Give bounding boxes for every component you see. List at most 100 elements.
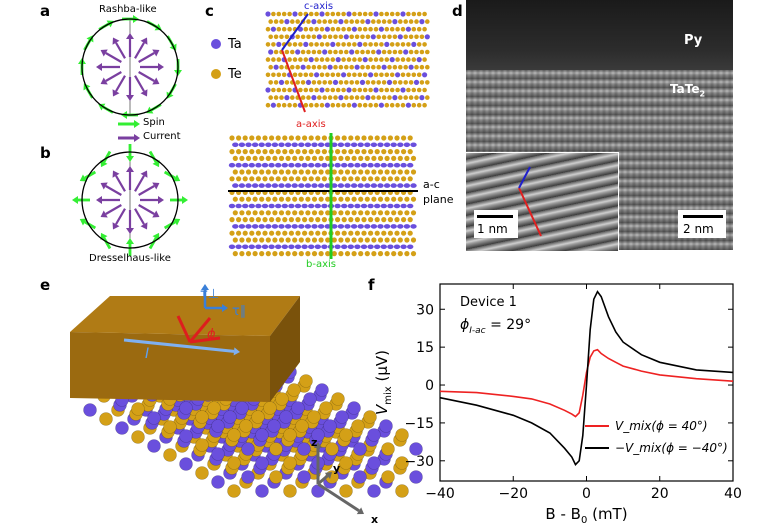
te-atom: [288, 176, 294, 182]
te-atom: [407, 176, 413, 182]
te-atom: [330, 11, 336, 17]
te-atom: [259, 210, 265, 216]
ta-atom: [291, 401, 305, 415]
te-atom: [269, 135, 275, 141]
ta-atom: [346, 11, 352, 17]
ta-atom: [255, 428, 269, 442]
te-atom: [391, 237, 397, 243]
current-arrow: [96, 196, 120, 204]
ta-atom: [265, 183, 272, 188]
ta-atom: [311, 183, 318, 188]
te-atom: [368, 57, 373, 62]
te-atom: [354, 176, 360, 182]
te-atom: [322, 34, 327, 40]
current-arrow: [100, 182, 122, 196]
py-slab-top: [70, 296, 300, 336]
te-atom: [282, 135, 288, 141]
ta-atom: [115, 421, 129, 435]
te-atom: [403, 64, 408, 70]
py-slab-front: [70, 332, 270, 402]
te-atom: [371, 155, 377, 161]
ta-atom: [267, 419, 281, 433]
te-atom: [335, 102, 341, 108]
te-atom: [365, 80, 371, 85]
ta-atom: [251, 224, 259, 229]
c-axis-label: c-axis: [304, 1, 334, 12]
current-arrow: [126, 33, 134, 57]
ta-atom: [331, 224, 338, 229]
ta-atom: [265, 11, 271, 17]
ta-atom: [354, 244, 361, 250]
te-atom: [395, 428, 409, 442]
ta-atom: [351, 102, 357, 108]
te-atom: [308, 87, 314, 93]
te-atom: [269, 470, 283, 484]
ta-atom: [288, 203, 295, 209]
te-atom: [384, 169, 390, 175]
te-atom: [416, 87, 422, 93]
te-atom: [351, 169, 357, 175]
te-atom: [239, 419, 253, 433]
te-atom: [389, 102, 395, 108]
ta-atom: [275, 203, 282, 209]
te-atom: [395, 26, 400, 32]
te-atom: [335, 217, 341, 223]
current-arrow: [140, 196, 164, 204]
te-atom: [381, 49, 387, 55]
te-atom: [371, 210, 377, 216]
legend-te: Te: [228, 67, 242, 82]
te-atom: [335, 230, 341, 236]
te-atom: [302, 230, 308, 236]
ta-atom: [255, 244, 262, 250]
te-atom: [348, 217, 354, 223]
te-atom: [368, 135, 374, 141]
te-atom: [331, 196, 337, 202]
te-atom: [305, 196, 311, 202]
te-atom: [281, 102, 287, 108]
te-atom: [311, 237, 318, 243]
current-arrow: [138, 182, 160, 196]
te-atom: [371, 49, 376, 55]
te-atom: [276, 87, 282, 93]
y-axis-arrow: [317, 472, 332, 486]
te-atom: [391, 155, 397, 161]
te-atom: [265, 196, 271, 202]
x-tick-label: −20: [498, 486, 528, 502]
ta-atom: [248, 162, 255, 168]
te-atom: [414, 64, 419, 70]
te-atom: [284, 34, 290, 40]
te-atom: [362, 26, 368, 32]
te-atom: [392, 64, 398, 70]
ta-atom: [315, 383, 329, 397]
te-atom: [318, 210, 324, 216]
ta-atom: [354, 64, 360, 70]
ta-atom: [413, 79, 420, 85]
te-atom: [408, 80, 414, 85]
te-atom: [259, 155, 265, 161]
te-atom: [387, 19, 392, 24]
te-atom: [284, 49, 290, 55]
ta-atom: [255, 456, 269, 470]
te-atom: [315, 176, 321, 182]
te-atom: [273, 80, 279, 85]
ta-atom: [337, 224, 345, 229]
te-atom: [379, 72, 384, 78]
ta-atom: [304, 183, 312, 188]
te-atom: [344, 196, 351, 202]
te-atom: [272, 251, 278, 257]
te-atom: [325, 196, 331, 202]
te-atom: [403, 80, 408, 85]
ta-atom: [235, 244, 242, 250]
te-atom: [259, 251, 265, 257]
te-atom: [331, 155, 337, 161]
te-atom: [377, 196, 384, 202]
ta-atom: [337, 183, 345, 188]
te-atom: [400, 72, 406, 78]
dresselhaus-title: Dresselhaus-like: [89, 253, 171, 264]
te-atom: [311, 80, 317, 85]
spin-arrow: [100, 232, 112, 250]
ta-atom: [255, 203, 262, 209]
ta-atom: [332, 79, 339, 85]
current-arrow: [126, 210, 134, 234]
ta-atom: [407, 203, 414, 209]
